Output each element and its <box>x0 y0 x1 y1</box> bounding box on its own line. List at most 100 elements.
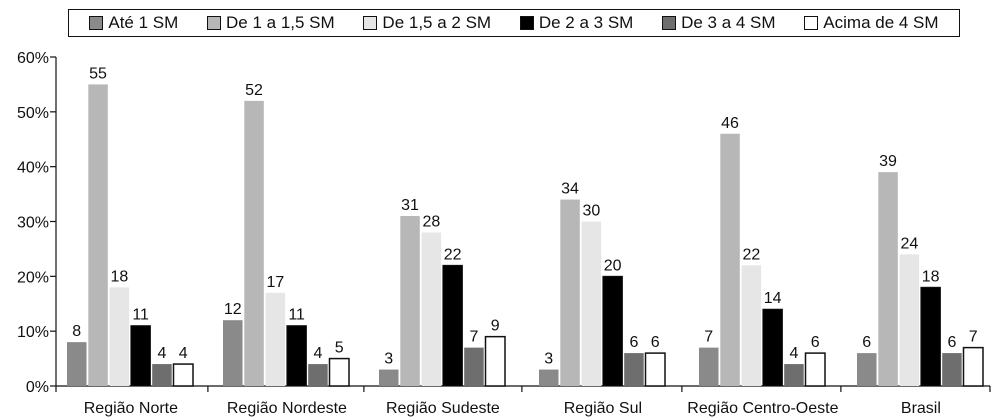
data-label: 18 <box>110 268 128 285</box>
legend-item-acima-de-4-sm: Acima de 4 SM <box>804 13 939 33</box>
bar <box>942 353 962 386</box>
data-label: 7 <box>469 329 478 346</box>
bar <box>328 357 350 387</box>
data-label: 4 <box>157 345 166 362</box>
chart-bars <box>67 84 984 387</box>
x-category-label: Região Norte <box>84 400 178 417</box>
data-label: 20 <box>604 257 622 274</box>
bar <box>878 172 898 386</box>
data-label: 55 <box>89 65 107 82</box>
legend-label: Acima de 4 SM <box>823 13 939 32</box>
bar <box>152 364 172 386</box>
legend-item-2-a-3-sm: De 2 a 3 SM <box>519 13 634 33</box>
legend-item-1-5-a-2-sm: De 1,5 a 2 SM <box>363 13 491 33</box>
y-tick-label: 60% <box>17 50 49 67</box>
data-label: 6 <box>862 334 871 351</box>
data-label: 17 <box>266 274 284 291</box>
bar <box>920 286 941 387</box>
bar <box>223 320 243 386</box>
bar <box>581 221 602 386</box>
data-label: 11 <box>132 307 149 324</box>
data-label: 5 <box>335 340 344 357</box>
bar <box>699 347 719 386</box>
bar <box>265 292 286 386</box>
legend-label: Até 1 SM <box>108 13 179 32</box>
bar <box>644 352 666 387</box>
data-label: 31 <box>401 197 419 214</box>
data-label: 6 <box>811 334 820 351</box>
bar <box>962 346 984 387</box>
data-label: 12 <box>224 301 242 318</box>
data-label: 39 <box>879 153 897 170</box>
data-label: 28 <box>422 213 440 230</box>
bar <box>539 369 559 386</box>
data-label: 8 <box>72 323 81 340</box>
bar <box>784 364 804 386</box>
data-label: 6 <box>629 334 638 351</box>
bar <box>762 308 783 387</box>
data-label: 6 <box>651 334 660 351</box>
chart-legend: Até 1 SM De 1 a 1,5 SM De 1,5 a 2 SM De … <box>68 9 960 37</box>
bar <box>804 352 826 387</box>
bar <box>624 353 644 386</box>
bar <box>286 325 307 387</box>
bar <box>379 369 399 386</box>
data-label: 4 <box>789 345 798 362</box>
data-label: 46 <box>721 115 739 132</box>
data-label: 11 <box>288 307 305 324</box>
legend-swatch <box>662 16 677 30</box>
data-label: 22 <box>444 246 462 263</box>
legend-swatch <box>804 16 819 30</box>
data-label: 34 <box>561 181 579 198</box>
bar <box>308 364 328 386</box>
bar <box>244 100 264 386</box>
data-label: 6 <box>947 334 956 351</box>
data-label: 7 <box>969 329 978 346</box>
legend-label: De 3 a 4 SM <box>681 13 776 32</box>
bar <box>442 264 463 387</box>
bar <box>857 353 877 386</box>
chart-axes: 0% 10% 20% 30% 40% 50% 60% <box>17 50 991 396</box>
legend-item-3-a-4-sm: De 3 a 4 SM <box>662 13 776 33</box>
x-category-label: Região Sudeste <box>386 400 500 417</box>
bar <box>172 363 194 387</box>
data-label: 3 <box>544 351 553 368</box>
bar <box>899 254 920 386</box>
bar <box>720 133 740 386</box>
legend-swatch <box>207 16 222 30</box>
data-label: 30 <box>582 203 600 220</box>
x-category-label: Região Sul <box>564 400 642 417</box>
legend-swatch <box>519 16 534 30</box>
data-label: 18 <box>922 268 940 285</box>
bar <box>88 84 108 387</box>
y-tick-label: 0% <box>26 379 49 396</box>
y-tick-label: 10% <box>17 324 49 341</box>
bar <box>741 265 762 386</box>
data-label: 24 <box>900 235 918 252</box>
bar <box>67 342 87 386</box>
bar <box>602 275 623 387</box>
bar <box>400 216 420 386</box>
legend-label: De 2 a 3 SM <box>538 13 634 32</box>
data-label: 52 <box>245 82 263 99</box>
data-label: 9 <box>491 318 500 335</box>
data-label: 14 <box>764 290 782 307</box>
x-category-label: Brasil <box>901 400 941 417</box>
bar <box>464 347 484 386</box>
data-label: 22 <box>742 246 760 263</box>
data-label: 4 <box>313 345 322 362</box>
legend-swatch <box>89 16 104 30</box>
legend-label: De 1 a 1,5 SM <box>226 13 335 32</box>
y-tick-label: 40% <box>17 160 49 177</box>
x-category-label: Região Centro-Oeste <box>687 400 838 417</box>
bar <box>130 325 151 387</box>
x-category-label: Região Nordeste <box>227 400 347 417</box>
bar <box>560 199 580 386</box>
y-tick-label: 50% <box>17 105 49 122</box>
y-tick-label: 20% <box>17 269 49 286</box>
legend-label: De 1,5 a 2 SM <box>382 13 492 32</box>
legend-swatch <box>363 16 378 30</box>
legend-item-1-a-1-5-sm: De 1 a 1,5 SM <box>207 13 335 33</box>
y-tick-label: 30% <box>17 215 49 232</box>
